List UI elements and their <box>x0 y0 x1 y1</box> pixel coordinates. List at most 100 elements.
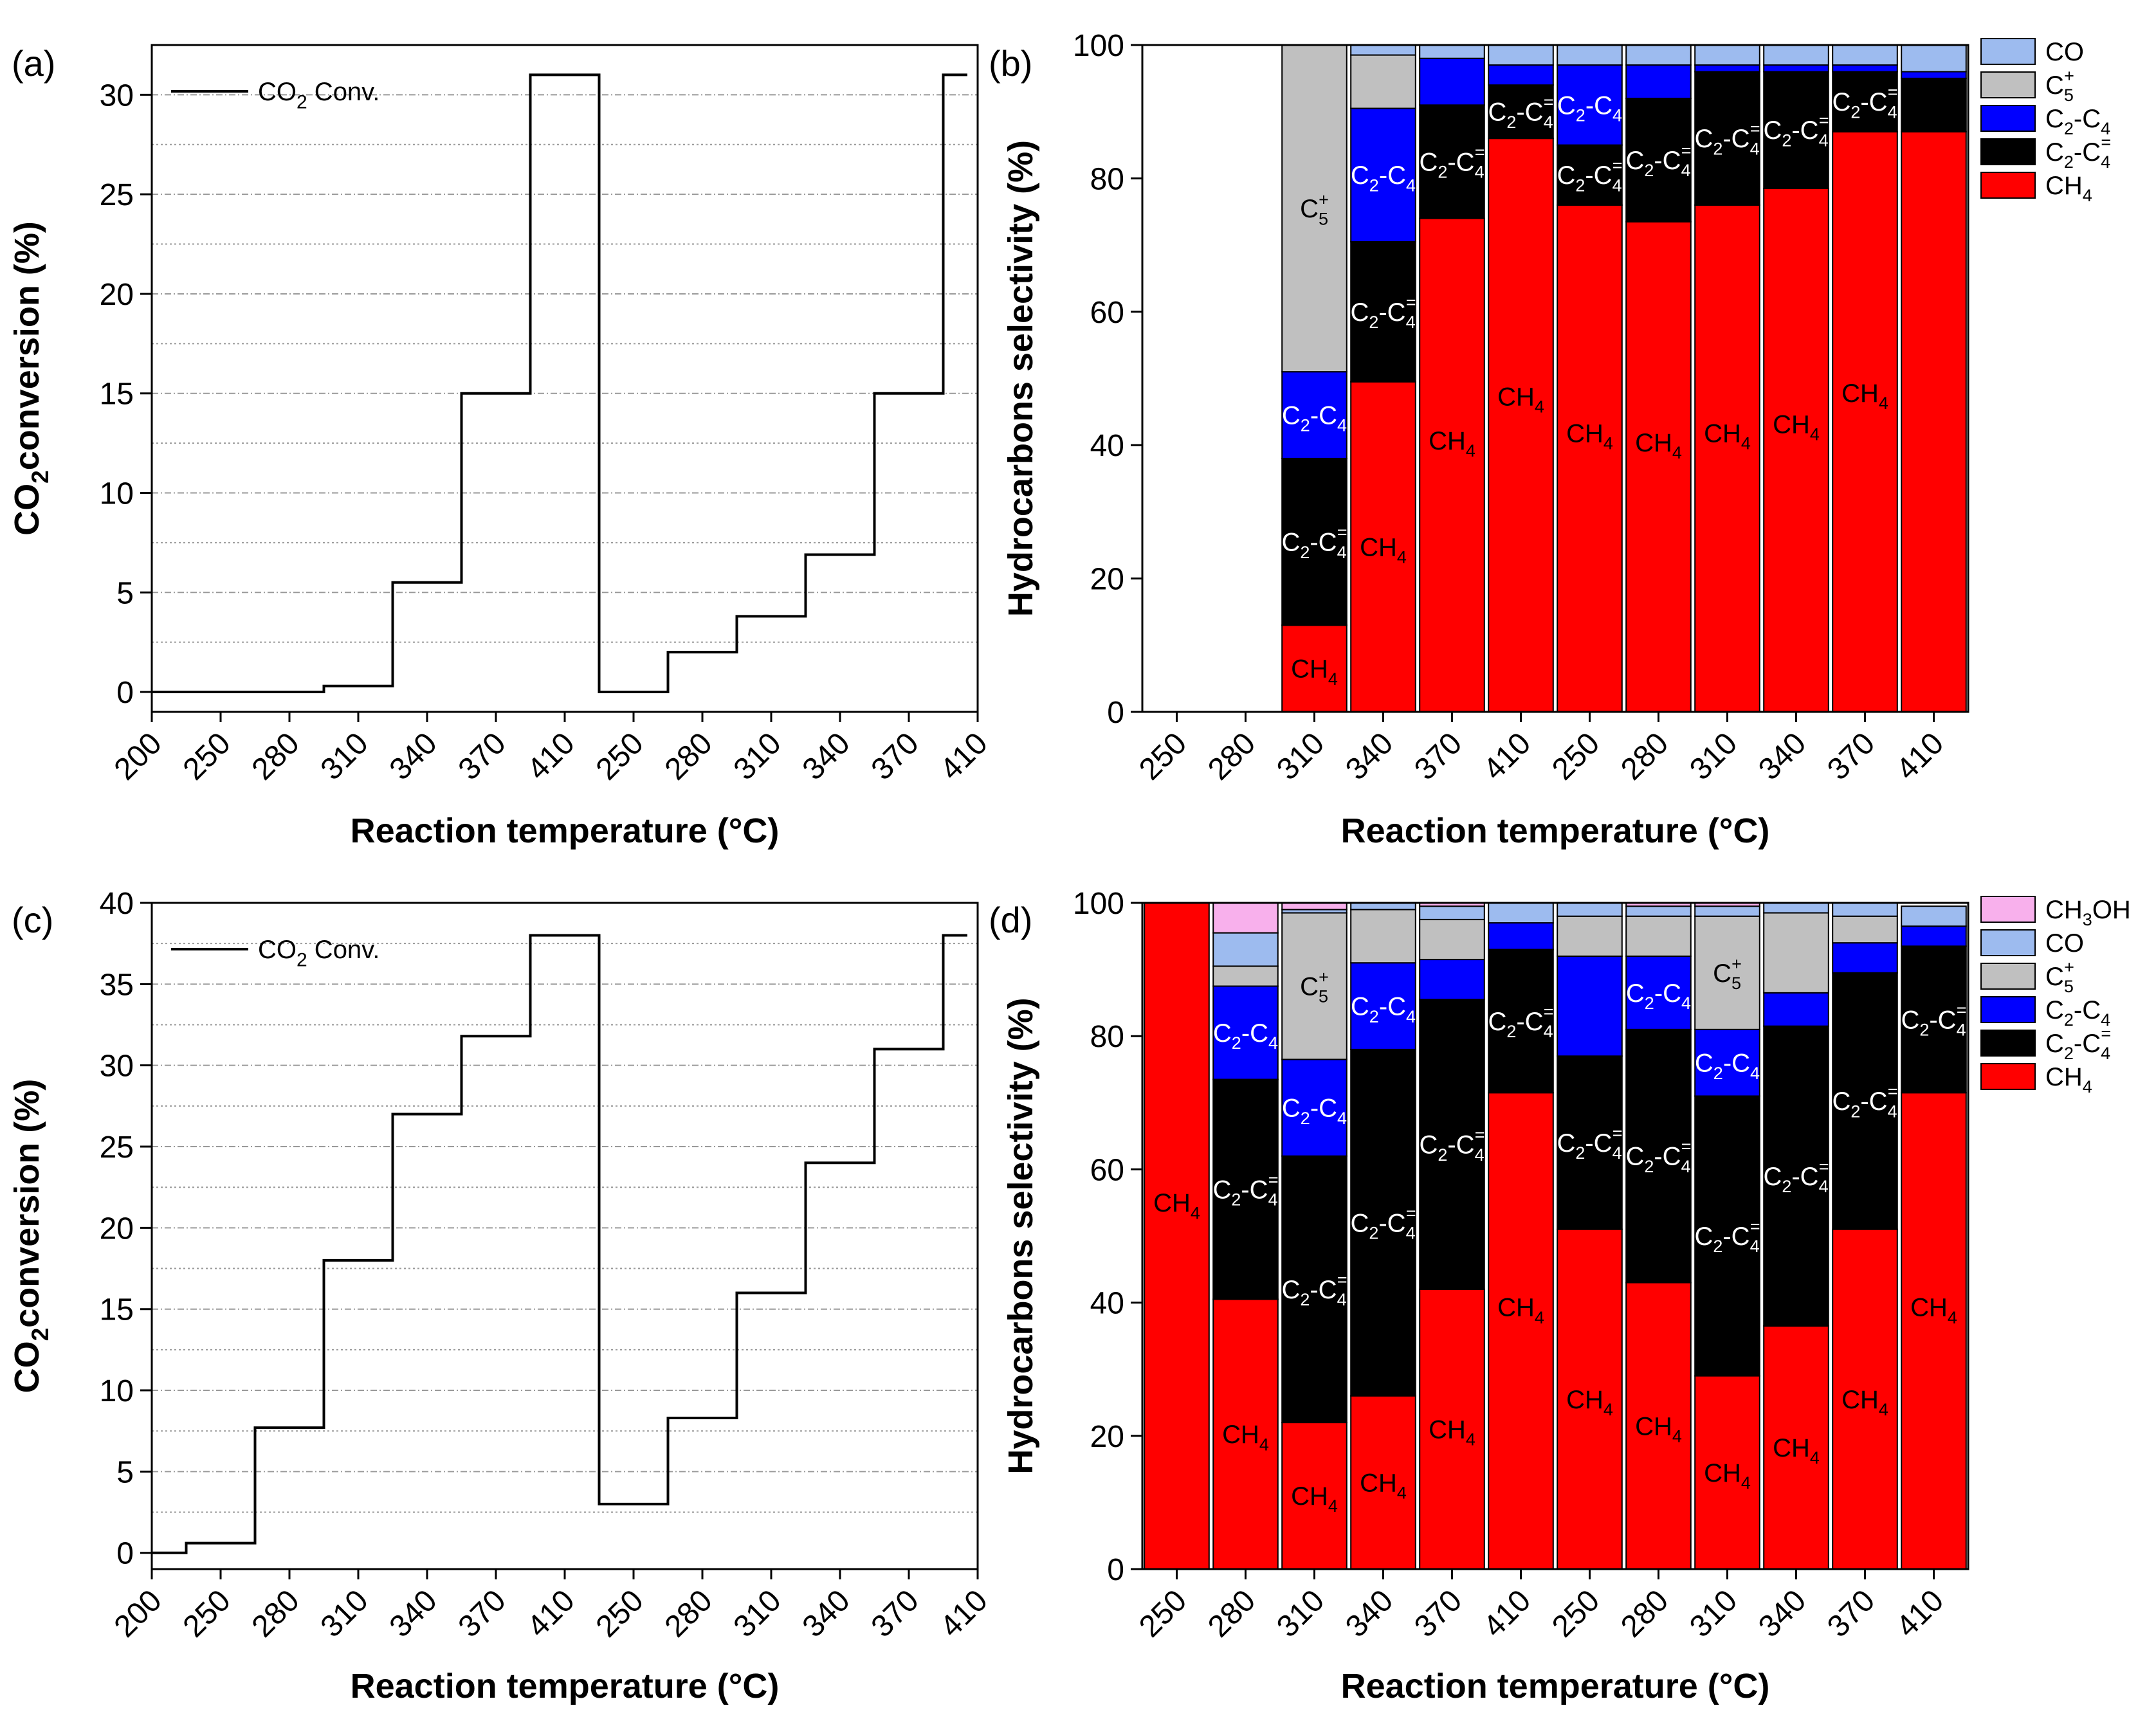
bar-3-ch4 <box>1350 1395 1416 1570</box>
panel-label: (a) <box>12 43 55 84</box>
bar-label-14: CH4 <box>1635 429 1682 462</box>
y-tick-label-4: 80 <box>1090 1020 1124 1054</box>
y-axis-title: CO2conversion (%) <box>8 221 53 536</box>
y-tick-label-4: 20 <box>100 278 134 312</box>
x-axis-title: Reaction temperature (°C) <box>351 812 780 850</box>
x-tick-label-4: 370 <box>1408 726 1468 786</box>
y-tick-label-2: 40 <box>1090 1287 1124 1321</box>
bar-1-ch3oh <box>1212 902 1279 934</box>
x-tick-label-9: 310 <box>727 726 788 786</box>
legend-label-4: C2-C4= <box>2045 1024 2111 1063</box>
bar-label-25: C2-C4= <box>1763 1157 1829 1196</box>
bar-1-co <box>1212 932 1279 967</box>
bar-label-18: CH4 <box>1773 410 1820 444</box>
bar-label-6: C2-C4 <box>1351 161 1416 195</box>
y-tick-label-5: 25 <box>100 178 134 212</box>
bar-8-co <box>1694 905 1760 917</box>
bar-8-c2-c4 <box>1694 1028 1760 1097</box>
x-tick-label-8: 280 <box>659 726 719 786</box>
bar-label-28: CH4 <box>1910 1294 1957 1327</box>
bar-1-c5- <box>1212 965 1279 987</box>
bar-0-ch4 <box>1144 902 1210 1570</box>
x-tick-label-5: 410 <box>1477 1583 1537 1644</box>
bar-10-co <box>1832 902 1898 917</box>
bar-3-c2-c4 <box>1350 107 1416 242</box>
y-tick-label-3: 15 <box>100 377 134 412</box>
bar-5-c2-c4 <box>1488 922 1554 950</box>
x-tick-label-11: 370 <box>865 726 926 786</box>
x-tick-label-1: 250 <box>177 1583 237 1644</box>
y-tick-label-1: 20 <box>1090 1420 1124 1454</box>
x-tick-label-7: 280 <box>1614 726 1675 786</box>
bar-label-27: C2-C4= <box>1832 1082 1897 1121</box>
legend-swatch-0 <box>1980 896 2036 923</box>
x-tick-label-4: 340 <box>383 726 444 786</box>
y-tick-label-6: 30 <box>100 78 134 113</box>
bar-3-c2-c4- <box>1350 241 1416 383</box>
bar-8-ch4 <box>1694 1375 1760 1570</box>
x-tick-label-10: 370 <box>1821 1583 1881 1644</box>
legend-label-1: C5+ <box>2045 66 2074 105</box>
legend-label-1: CO <box>2045 929 2084 958</box>
bar-7-c2-c4- <box>1625 97 1692 223</box>
y-tick-label-5: 25 <box>100 1131 134 1165</box>
y-axis-title: CO2conversion (%) <box>8 1079 53 1394</box>
x-tick-label-0: 200 <box>108 1583 169 1644</box>
y-tick-label-0: 0 <box>1107 1553 1124 1587</box>
bar-label-13: CH4 <box>1497 1294 1544 1327</box>
bar-9-c2-c4- <box>1763 71 1829 189</box>
bar-5-ch4 <box>1488 1092 1554 1570</box>
x-tick-label-5: 410 <box>1477 726 1537 786</box>
x-tick-label-0: 250 <box>1133 1583 1193 1644</box>
bar-label-7: CH4 <box>1429 427 1475 460</box>
x-tick-label-4: 340 <box>383 1583 444 1644</box>
legend-swatch-4 <box>1980 172 2036 199</box>
bar-label-9: CH4 <box>1497 383 1544 416</box>
x-axis-title: Reaction temperature (°C) <box>1341 812 1770 850</box>
bar-11-co <box>1901 44 1967 73</box>
bar-10-c5- <box>1832 915 1898 944</box>
bar-11-c2-c4- <box>1901 77 1967 132</box>
y-tick-label-3: 60 <box>1090 1153 1124 1187</box>
bar-label-13: C2-C4 <box>1557 91 1622 125</box>
bar-11-ch4 <box>1901 131 1967 713</box>
x-tick-label-6: 250 <box>1546 1583 1606 1644</box>
bar-4-co <box>1419 905 1485 920</box>
bar-6-co <box>1557 902 1623 917</box>
bar-8-c2-c4 <box>1694 64 1760 73</box>
x-tick-label-3: 340 <box>1339 1583 1400 1644</box>
x-tick-label-1: 250 <box>177 726 237 786</box>
bar-label-20: CH4 <box>1841 379 1888 413</box>
bar-7-c2-c4 <box>1625 955 1692 1030</box>
bar-label-20: CH4 <box>1704 1459 1751 1493</box>
bar-3-c5- <box>1350 909 1416 964</box>
x-axis-title: Reaction temperature (°C) <box>1341 1667 1770 1705</box>
bar-label-12: C2-C4= <box>1557 156 1622 195</box>
bar-4-c2-c4- <box>1419 104 1485 219</box>
bar-label-21: C2-C4= <box>1832 82 1897 122</box>
bar-2-c5- <box>1281 44 1348 373</box>
x-tick-label-10: 340 <box>796 1583 857 1644</box>
bar-4-ch4 <box>1419 1288 1485 1570</box>
bar-label-4: CH4 <box>1291 1482 1338 1516</box>
bar-4-c2-c4- <box>1419 999 1485 1290</box>
y-tick-label-5: 100 <box>1073 887 1124 921</box>
bar-label-6: C2-C4 <box>1282 1095 1347 1128</box>
bar-7-ch4 <box>1625 221 1692 713</box>
legend-label-5: CH4 <box>2045 1063 2092 1096</box>
bar-label-12: C2-C4= <box>1419 1125 1485 1165</box>
x-tick-label-1: 280 <box>1201 1583 1262 1644</box>
y-tick-label-3: 15 <box>100 1293 134 1327</box>
bar-label-0: CH4 <box>1153 1189 1200 1222</box>
bar-label-10: C2-C4= <box>1488 93 1553 132</box>
bar-6-c2-c4 <box>1557 955 1623 1057</box>
bar-6-co <box>1557 44 1623 66</box>
bar-10-c2-c4- <box>1832 71 1898 132</box>
y-tick-label-7: 35 <box>100 968 134 1002</box>
bar-9-c2-c4 <box>1763 64 1829 73</box>
bar-label-3: C5+ <box>1300 190 1329 228</box>
x-tick-label-11: 370 <box>865 1583 926 1644</box>
bar-label-1: C2-C4= <box>1281 523 1347 562</box>
plot-frame <box>1141 44 1969 713</box>
